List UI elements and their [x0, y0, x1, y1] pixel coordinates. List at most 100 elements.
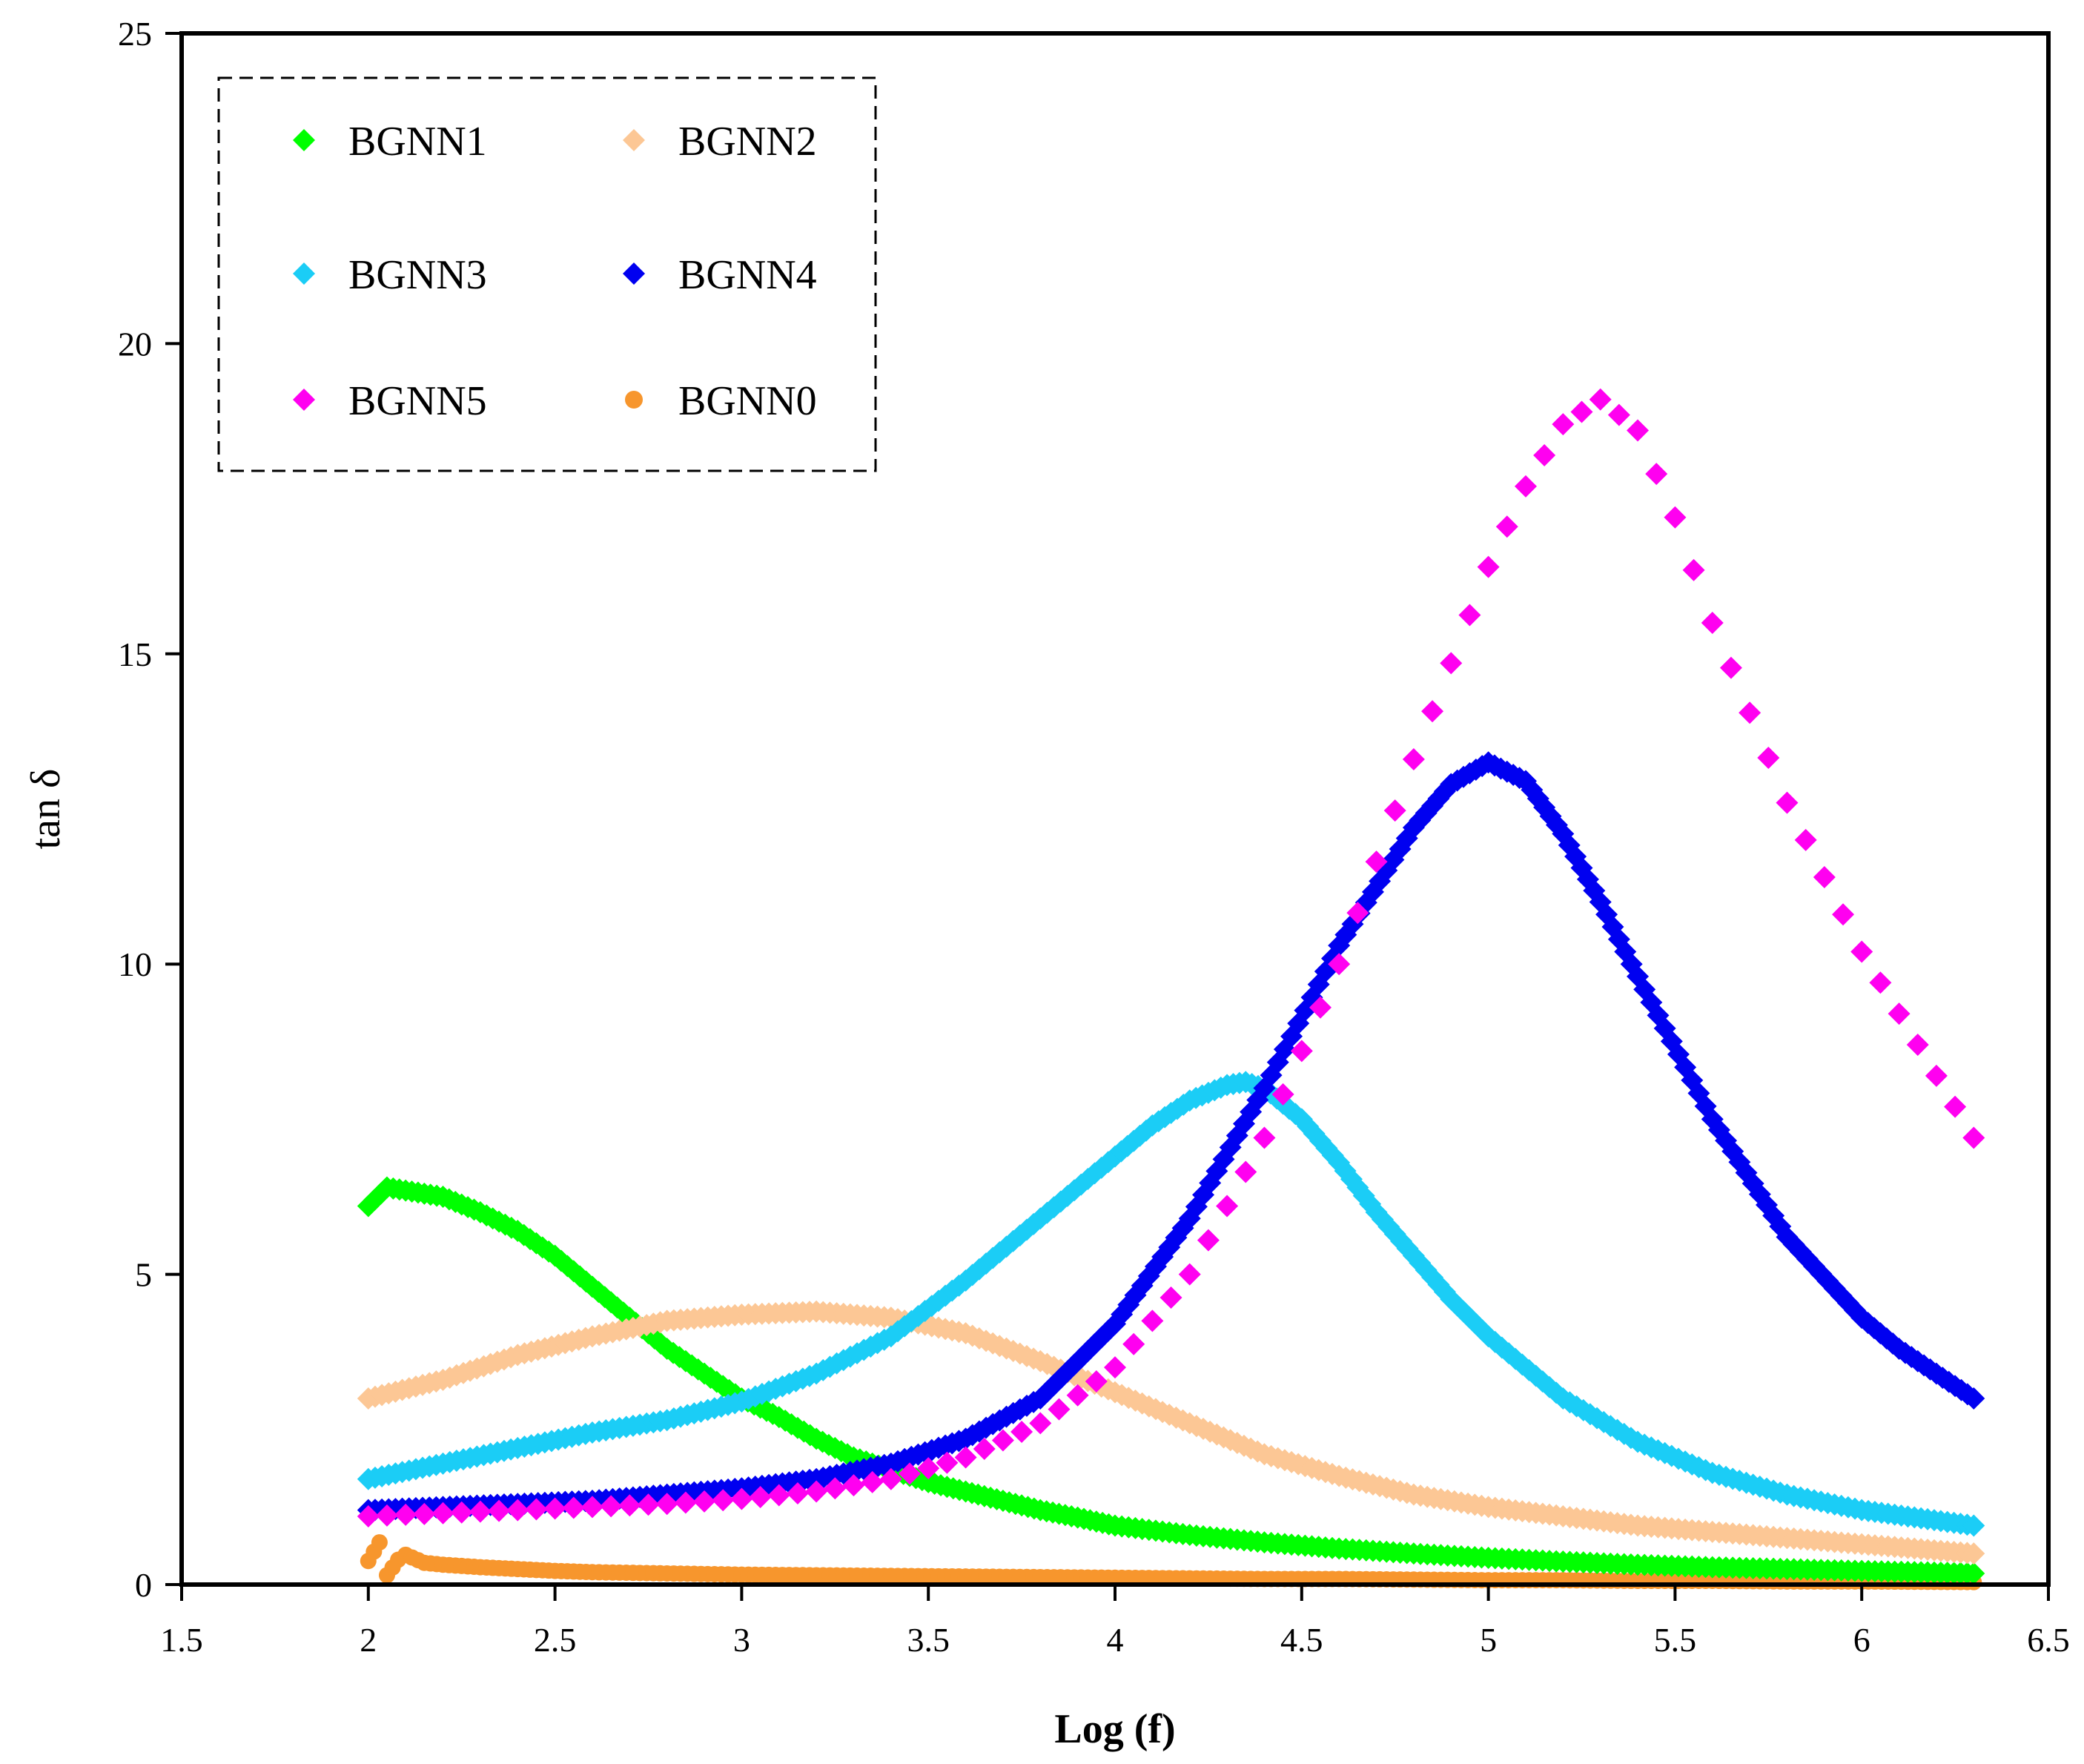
data-point [1570, 400, 1593, 423]
data-point [394, 1503, 417, 1526]
data-point [1383, 799, 1406, 822]
legend-label-bgnn1: BGNN1 [348, 119, 487, 165]
data-point [917, 1457, 940, 1480]
data-point [954, 1446, 977, 1469]
data-point [363, 1189, 386, 1212]
legend-label-bgnn5: BGNN5 [348, 378, 487, 424]
data-point [1776, 791, 1799, 814]
data-point [1048, 1398, 1071, 1421]
data-point [1533, 444, 1556, 467]
data-point [1757, 746, 1780, 769]
data-point [1813, 866, 1836, 889]
x-tick-label: 5 [1480, 1621, 1497, 1659]
data-point [786, 1481, 809, 1504]
data-point [1589, 388, 1612, 411]
data-point [1216, 1195, 1239, 1218]
data-point [861, 1470, 884, 1493]
x-tick-label: 3.5 [907, 1621, 950, 1659]
legend-marker-bgnn2 [623, 129, 645, 151]
legend-label-bgnn3: BGNN3 [348, 252, 487, 298]
data-point [693, 1490, 716, 1513]
series-bgnn5 [357, 388, 1985, 1527]
data-marks [357, 388, 1985, 1590]
legend-marker-bgnn3 [293, 262, 315, 285]
data-point [1290, 1040, 1313, 1063]
data-point [525, 1498, 548, 1521]
data-point [1122, 1332, 1145, 1355]
data-point [879, 1467, 902, 1490]
series-bgnn3 [357, 1071, 1985, 1537]
y-tick-label: 15 [118, 635, 152, 673]
data-point [730, 1487, 753, 1510]
data-point [488, 1499, 511, 1522]
data-point [1085, 1370, 1108, 1393]
data-point [655, 1493, 678, 1516]
data-point [562, 1496, 585, 1519]
data-point [767, 1484, 790, 1507]
data-point [1271, 1083, 1294, 1106]
legend-label-bgnn2: BGNN2 [678, 119, 817, 165]
data-point [1178, 1263, 1201, 1286]
data-point [749, 1486, 772, 1509]
data-point [371, 1534, 388, 1551]
data-point [1066, 1384, 1089, 1407]
x-tick-label: 2.5 [534, 1621, 577, 1659]
data-point [899, 1462, 922, 1485]
data-point [413, 1502, 436, 1525]
data-point [1701, 611, 1724, 634]
data-point [1402, 748, 1425, 771]
data-point [1328, 953, 1351, 976]
data-point [1962, 1514, 1985, 1537]
legend-marker-bgnn1 [293, 129, 315, 151]
data-point [1869, 971, 1892, 994]
data-point [1925, 1064, 1948, 1087]
y-tick-label: 10 [118, 945, 152, 983]
legend-label-bgnn0: BGNN0 [678, 378, 817, 424]
data-point [1664, 506, 1687, 529]
data-point [842, 1474, 865, 1497]
data-point [1962, 1562, 1985, 1585]
data-point [1141, 1309, 1164, 1332]
legend: BGNN1 BGNN2 BGNN3 BGNN4 BGNN5 BGNN0 [217, 76, 877, 472]
data-point [1029, 1412, 1052, 1435]
x-tick-label: 1.5 [160, 1621, 203, 1659]
data-point [1888, 1002, 1911, 1025]
data-point [1197, 1229, 1220, 1252]
data-point [375, 1504, 398, 1527]
data-point [600, 1495, 623, 1518]
data-point [1552, 413, 1575, 436]
data-point [580, 1496, 603, 1519]
data-point [1104, 1356, 1126, 1379]
data-point [1010, 1420, 1033, 1443]
data-point [506, 1499, 529, 1522]
x-tick-label: 2 [360, 1621, 377, 1659]
data-point [1160, 1286, 1182, 1309]
data-point [805, 1480, 828, 1503]
data-point [973, 1437, 996, 1460]
x-tick-label: 4 [1107, 1621, 1124, 1659]
y-tick-label: 25 [118, 15, 152, 53]
x-tick-label: 5.5 [1654, 1621, 1697, 1659]
data-point [991, 1429, 1014, 1452]
y-tick-label: 0 [135, 1566, 152, 1604]
data-point [1421, 700, 1444, 723]
data-point [824, 1477, 847, 1500]
legend-marker-bgnn5 [293, 389, 315, 411]
data-point [936, 1451, 959, 1474]
y-axis-title: tan δ [23, 769, 69, 850]
data-point [1739, 701, 1762, 724]
data-point [674, 1491, 697, 1514]
data-point [1514, 475, 1537, 498]
data-point [1309, 996, 1332, 1019]
data-point [450, 1501, 473, 1524]
data-point [1962, 1387, 1985, 1410]
legend-marker-bgnn0 [625, 391, 643, 409]
y-tick-label: 20 [118, 325, 152, 363]
x-tick-label: 6.5 [2027, 1621, 2070, 1659]
data-point [1253, 1126, 1276, 1149]
x-tick-label: 6 [1853, 1621, 1870, 1659]
data-point [1682, 558, 1705, 581]
data-point [1944, 1095, 1967, 1118]
data-point [1906, 1033, 1929, 1056]
